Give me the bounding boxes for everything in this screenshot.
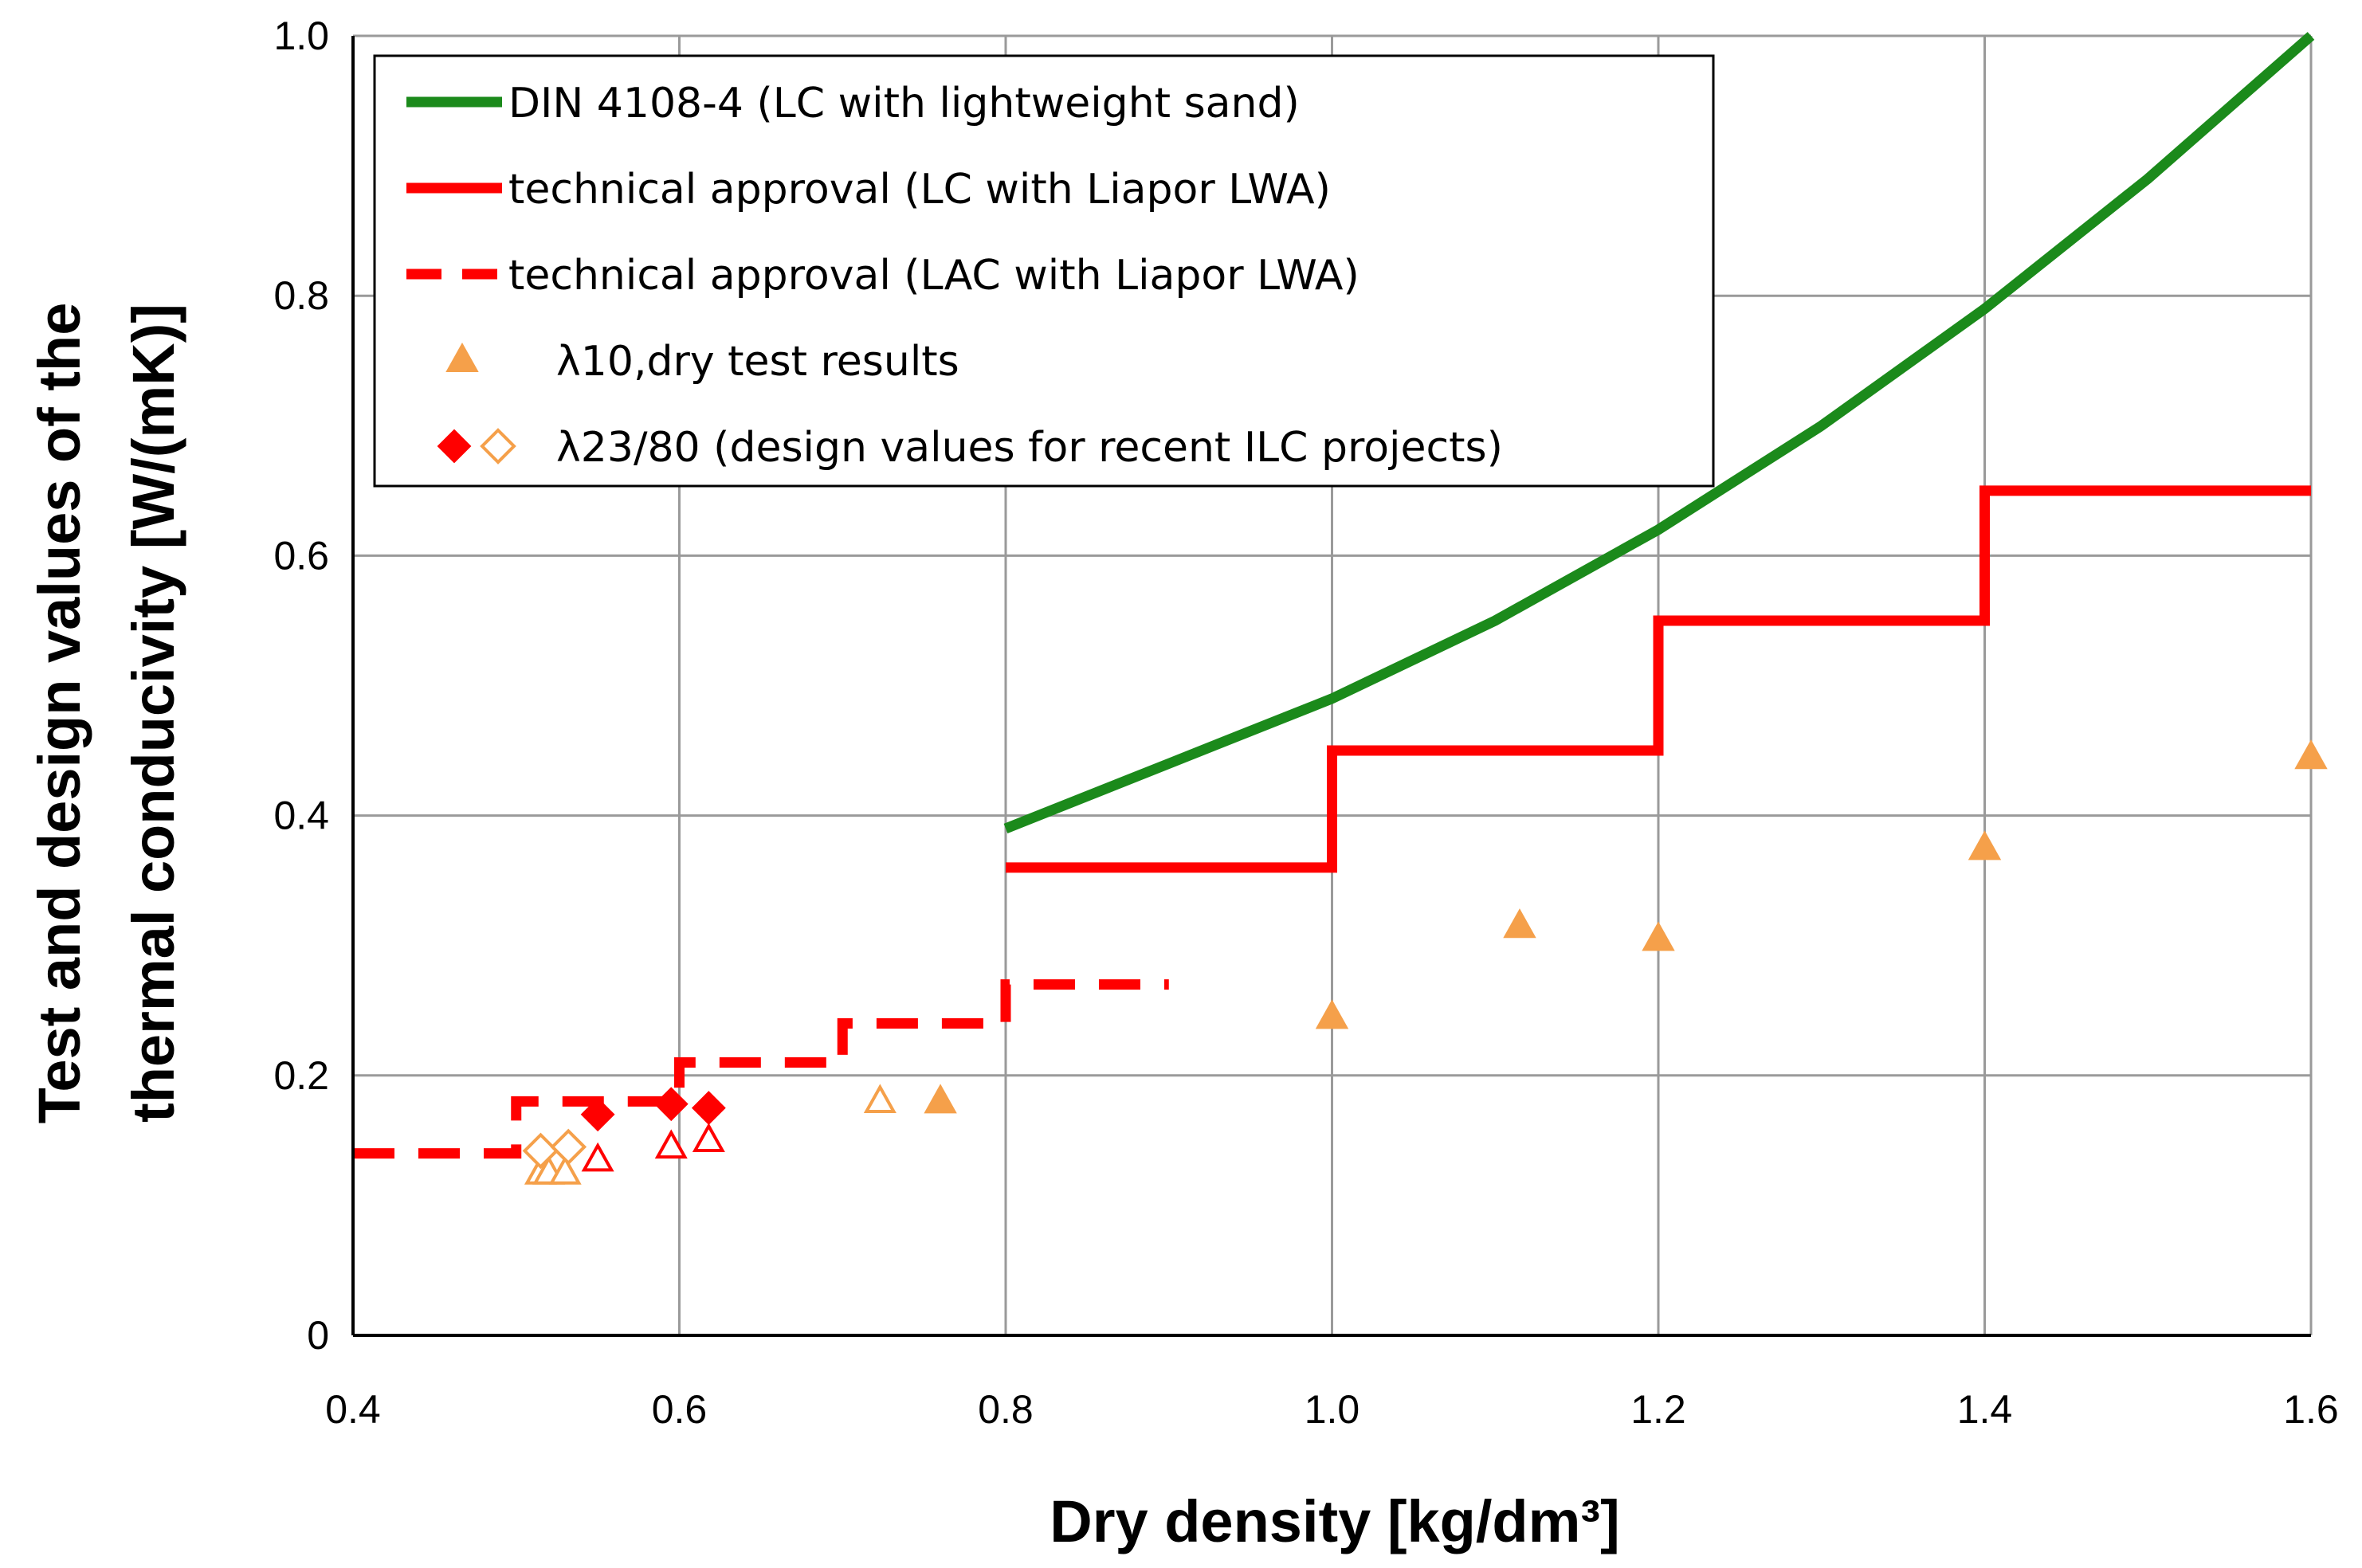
legend-label: λ10,dry test results (556, 338, 959, 386)
data-point-triangle-open (548, 1155, 582, 1185)
y-tick-label: 1.0 (273, 14, 329, 58)
x-tick-label: 1.6 (2283, 1387, 2339, 1432)
series-layer (353, 32, 2315, 1159)
data-point-triangle-filled (1642, 921, 1675, 951)
data-point-triangle-filled (1503, 908, 1536, 939)
legend-label: λ23/80 (design values for recent ILC pro… (556, 424, 1503, 472)
y-tick-label: 0.6 (273, 533, 329, 578)
data-point-diamond-open (550, 1128, 587, 1166)
data-point-triangle-filled (2294, 739, 2328, 770)
data-point-triangle-filled (1315, 999, 1349, 1029)
y-axis-title-line1: Test and design values of the (26, 303, 92, 1124)
y-tick-label: 0 (307, 1313, 329, 1358)
series-line-2 (1006, 485, 2311, 873)
data-point-triangle-filled (924, 1084, 957, 1114)
legend-swatch-diamond-open (480, 428, 516, 465)
legend-label: technical approval (LC with Liapor LWA) (508, 166, 1331, 214)
tick-labels: 0.4 0.6 0.8 1.0 1.2 1.4 1.6 0 0.2 0.4 0.6 0.8 1.0 (273, 14, 2338, 1432)
axes (351, 36, 2311, 1337)
data-point-diamond-filled (580, 1097, 615, 1132)
legend-label: technical approval (LAC with Liapor LWA) (508, 252, 1360, 300)
y-tick-label: 0.8 (273, 273, 329, 318)
data-point-diamond-filled (691, 1091, 726, 1125)
legend-swatch-triangle (445, 342, 479, 372)
x-tick-label: 1.0 (1305, 1387, 1360, 1432)
y-axis-title-line2: thermal conducivity [W/(mK)] (120, 304, 186, 1123)
legend-box (373, 54, 1715, 488)
legend-swatch-diamond-filled (437, 429, 472, 464)
x-tick-label: 0.8 (978, 1387, 1034, 1432)
data-point-triangle-open (654, 1129, 688, 1159)
x-axis-title: Dry density [kg/dm³] (1050, 1488, 1619, 1554)
data-point-diamond-filled (653, 1087, 689, 1122)
y-tick-label: 0.4 (273, 794, 329, 838)
x-tick-label: 1.4 (1957, 1387, 2013, 1432)
data-point-triangle-filled (1968, 830, 2002, 860)
legend: DIN 4108-4 (LC with lightweight sand) tec… (373, 54, 1715, 488)
series-line-1 (1003, 32, 2315, 833)
series-line-3 (353, 979, 1169, 1159)
marker-layer (522, 739, 2328, 1185)
data-point-triangle-open (863, 1084, 897, 1114)
y-tick-label: 0.2 (273, 1053, 329, 1098)
x-tick-label: 0.4 (325, 1387, 381, 1432)
legend-label: DIN 4108-4 (LC with lightweight sand) (508, 80, 1300, 127)
x-tick-label: 0.6 (652, 1387, 708, 1432)
data-point-triangle-open (581, 1142, 614, 1172)
data-point-triangle-open (692, 1123, 725, 1152)
data-point-diamond-open (522, 1132, 559, 1170)
x-tick-label: 1.2 (1630, 1387, 1686, 1432)
